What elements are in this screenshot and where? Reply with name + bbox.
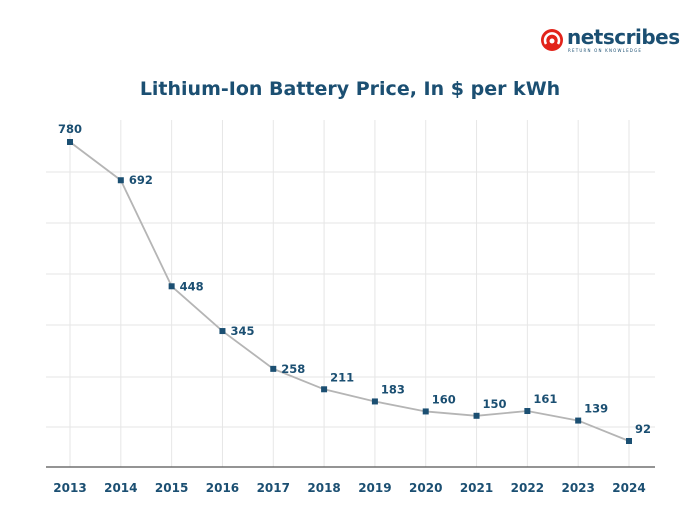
grid-lines — [46, 120, 655, 467]
data-marker — [67, 139, 73, 145]
x-tick-label: 2024 — [612, 481, 645, 495]
data-label: 448 — [180, 279, 204, 293]
data-marker — [575, 417, 582, 424]
data-label: 345 — [230, 324, 254, 338]
x-tick-label: 2020 — [409, 481, 442, 495]
x-tick-label: 2016 — [206, 481, 239, 495]
x-tick-labels: 2013 2014 2015 2016 2017 2018 2019 2020 2021 2022… — [53, 481, 645, 495]
data-label: 183 — [381, 382, 405, 396]
data-label: 211 — [330, 370, 354, 384]
x-tick-label: 2018 — [307, 481, 340, 495]
data-label: 139 — [584, 402, 608, 416]
data-marker — [422, 408, 429, 415]
data-marker — [321, 386, 328, 393]
netscribes-logo-icon — [541, 29, 563, 51]
data-label: 92 — [635, 422, 651, 436]
series-line — [69, 141, 630, 442]
netscribes-logo: netscribes RETURN ON KNOWLEDGE — [540, 26, 680, 56]
data-marker — [524, 408, 531, 415]
data-marker — [626, 438, 632, 444]
data-label: 258 — [281, 362, 305, 376]
data-marker — [219, 328, 226, 335]
data-markers — [67, 139, 632, 444]
x-tick-label: 2017 — [257, 481, 290, 495]
data-labels: 780 692 448 345 258 211 183 160 150 161 139 92 — [58, 122, 651, 436]
data-label: 161 — [533, 392, 557, 406]
data-label: 160 — [432, 392, 456, 406]
x-tick-label: 2022 — [511, 481, 544, 495]
data-marker — [473, 412, 480, 419]
x-tick-label: 2021 — [460, 481, 493, 495]
x-tick-label: 2015 — [155, 481, 188, 495]
x-tick-label: 2023 — [561, 481, 594, 495]
data-marker — [117, 177, 124, 184]
data-marker — [168, 283, 175, 290]
series-line-group — [69, 141, 630, 442]
brand-tagline: RETURN ON KNOWLEDGE — [568, 48, 643, 53]
x-tick-label: 2014 — [104, 481, 137, 495]
data-marker — [270, 365, 277, 372]
data-label: 780 — [58, 122, 82, 136]
brand-name: netscribes — [567, 25, 680, 49]
chart-title: Lithium-Ion Battery Price, In $ per kWh — [139, 78, 561, 100]
data-label: 692 — [129, 173, 153, 187]
x-tick-label: 2019 — [358, 481, 391, 495]
data-marker — [371, 398, 378, 405]
x-tick-label: 2013 — [53, 481, 86, 495]
data-label: 150 — [483, 397, 507, 411]
